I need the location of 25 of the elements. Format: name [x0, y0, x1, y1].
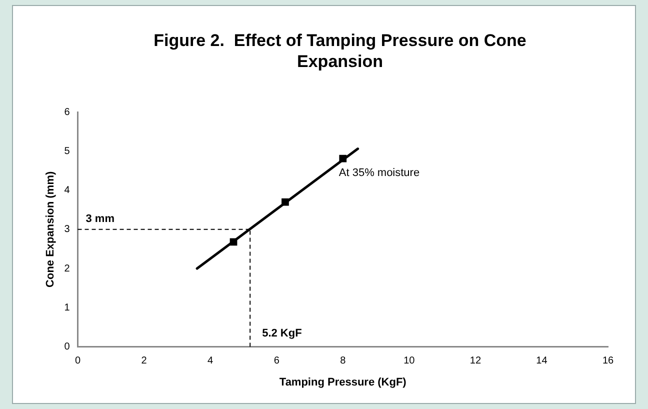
y-tick-label: 6: [64, 106, 70, 118]
ref-line-label: 3 mm: [86, 212, 115, 225]
x-axis-title: Tamping Pressure (KgF): [279, 376, 407, 388]
x-tick-label: 10: [404, 356, 416, 367]
ref-line-label: 5.2 KgF: [262, 327, 302, 340]
y-tick-label: 5: [64, 146, 70, 157]
point: [339, 154, 347, 162]
y-axis-title: Cone Expansion (mm): [44, 171, 57, 288]
point: [282, 198, 289, 206]
y-tick-label: 4: [64, 185, 70, 196]
x-tick-label: 14: [536, 356, 548, 367]
x-tick-label: 0: [74, 356, 81, 367]
y-tick-label: 2: [64, 263, 70, 274]
y-tick-label: 0: [64, 342, 70, 353]
x-tick-label: 12: [470, 356, 482, 367]
point: [230, 238, 238, 246]
chart-title: Figure 2. Effect of Tamping Pressure on Cone Expansion: [152, 30, 528, 72]
x-tick-label: 8: [340, 356, 346, 367]
x-tick-label: 6: [274, 356, 280, 367]
y-tick-label: 1: [64, 302, 70, 314]
x-tick-label: 2: [141, 356, 148, 367]
annotation: At 35% moisture: [338, 167, 420, 180]
y-tick-label: 3: [64, 224, 70, 236]
x-tick-label: 4: [208, 356, 214, 367]
x-tick-label: 16: [602, 356, 614, 367]
